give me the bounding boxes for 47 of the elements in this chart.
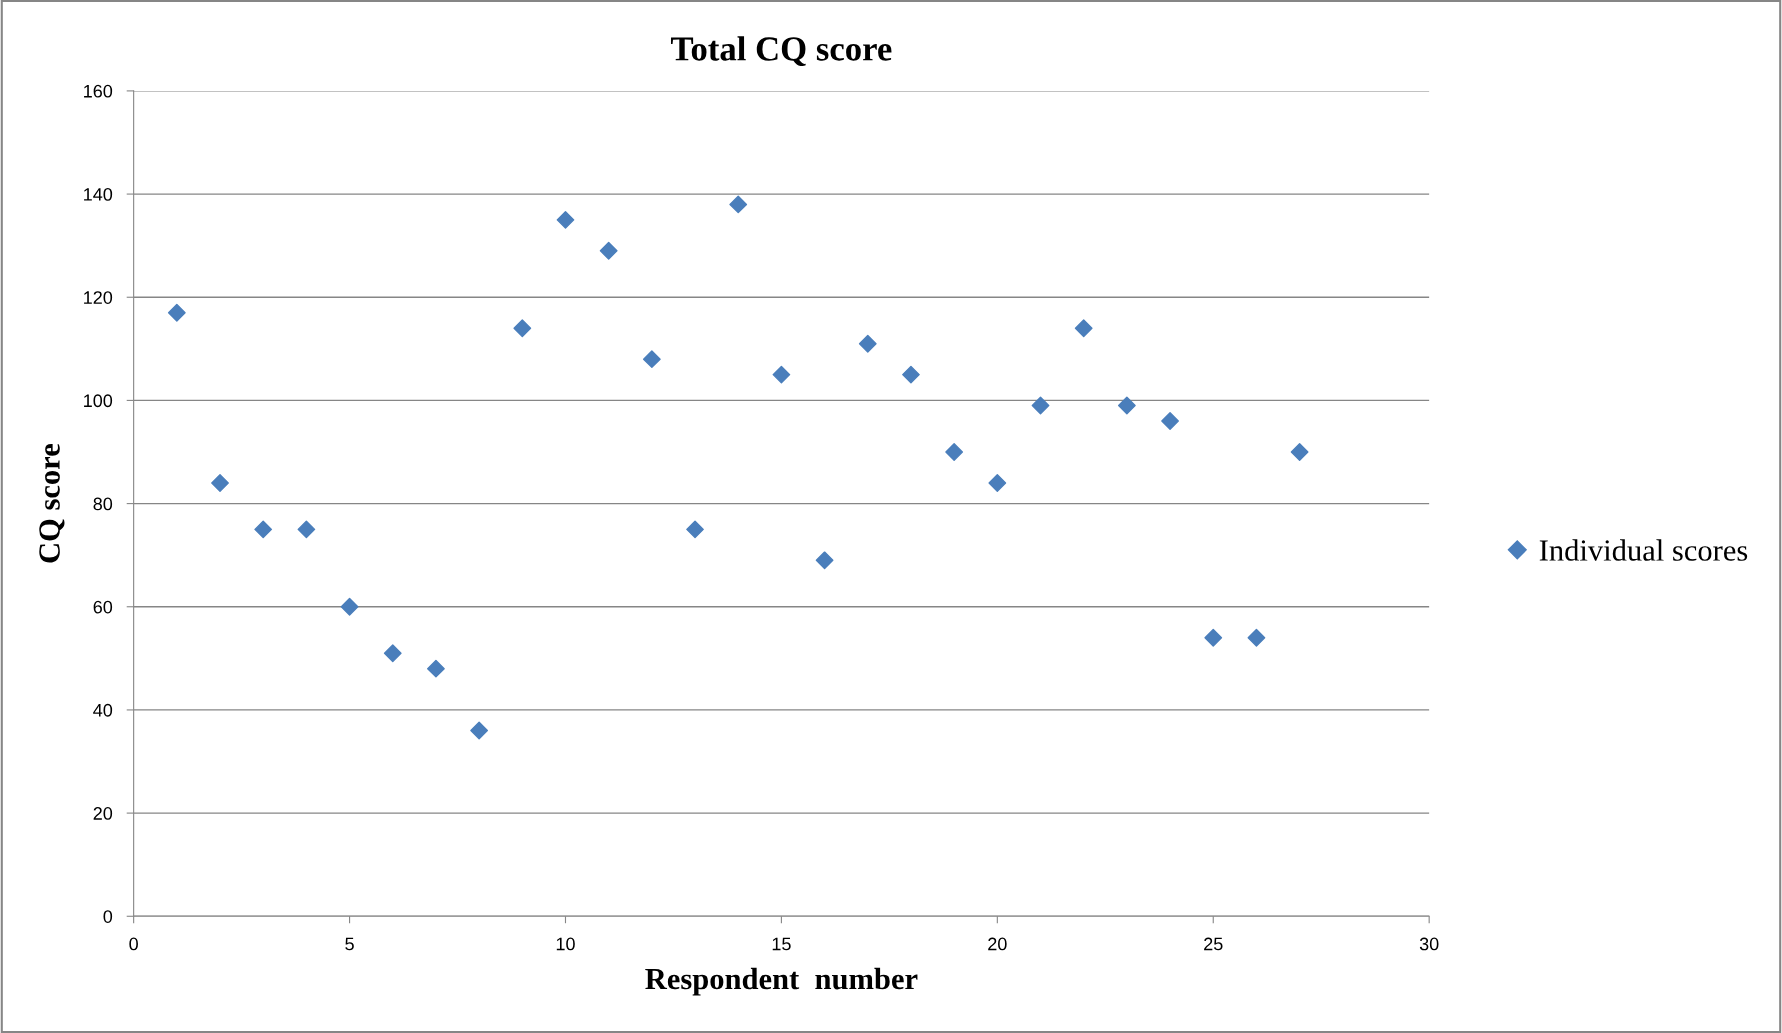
point (340, 597, 359, 616)
point (211, 474, 229, 492)
y-tick-label: 60 (93, 600, 113, 614)
point (1031, 396, 1050, 415)
point (772, 365, 791, 384)
x-tick-label: 20 (988, 937, 1007, 951)
point (858, 334, 877, 353)
point (167, 303, 186, 322)
point (1161, 412, 1179, 430)
x-tick-label: 25 (1204, 937, 1223, 951)
x-tick-label: 5 (345, 937, 354, 951)
y-axis-title: CQ score (39, 443, 65, 563)
x-tick-label: 10 (556, 937, 575, 951)
point (297, 520, 316, 539)
point (988, 474, 1007, 492)
y-tick-label: 40 (93, 703, 113, 717)
point (556, 210, 575, 229)
point (1074, 319, 1093, 338)
x-tick-label: 30 (1419, 937, 1439, 951)
y-tick-label: 0 (103, 910, 113, 923)
x-tick-label: 15 (772, 937, 791, 951)
point (427, 659, 445, 678)
point (729, 195, 748, 214)
chart-title: Total CQ score (671, 36, 892, 66)
y-tick-label: 120 (84, 291, 113, 304)
point (945, 443, 964, 461)
point (513, 319, 532, 338)
y-tick-label: 20 (93, 807, 113, 820)
x-tick-label: 0 (129, 937, 138, 951)
point (599, 241, 618, 260)
point (383, 644, 402, 663)
y-tick-label: 140 (84, 188, 113, 201)
point (815, 551, 834, 570)
y-tick-label: 100 (84, 394, 113, 408)
point (1247, 628, 1266, 647)
point (470, 721, 489, 740)
point (254, 520, 273, 539)
y-tick-label: 80 (93, 497, 113, 511)
point (1290, 443, 1309, 461)
y-tick-label: 160 (84, 84, 113, 98)
point (642, 350, 661, 369)
point (1204, 628, 1223, 647)
point (902, 365, 920, 384)
legend-label: Individual scores (1539, 539, 1748, 561)
point (686, 520, 704, 539)
point (1117, 396, 1136, 415)
x-axis-title: Respondent number (645, 967, 918, 996)
